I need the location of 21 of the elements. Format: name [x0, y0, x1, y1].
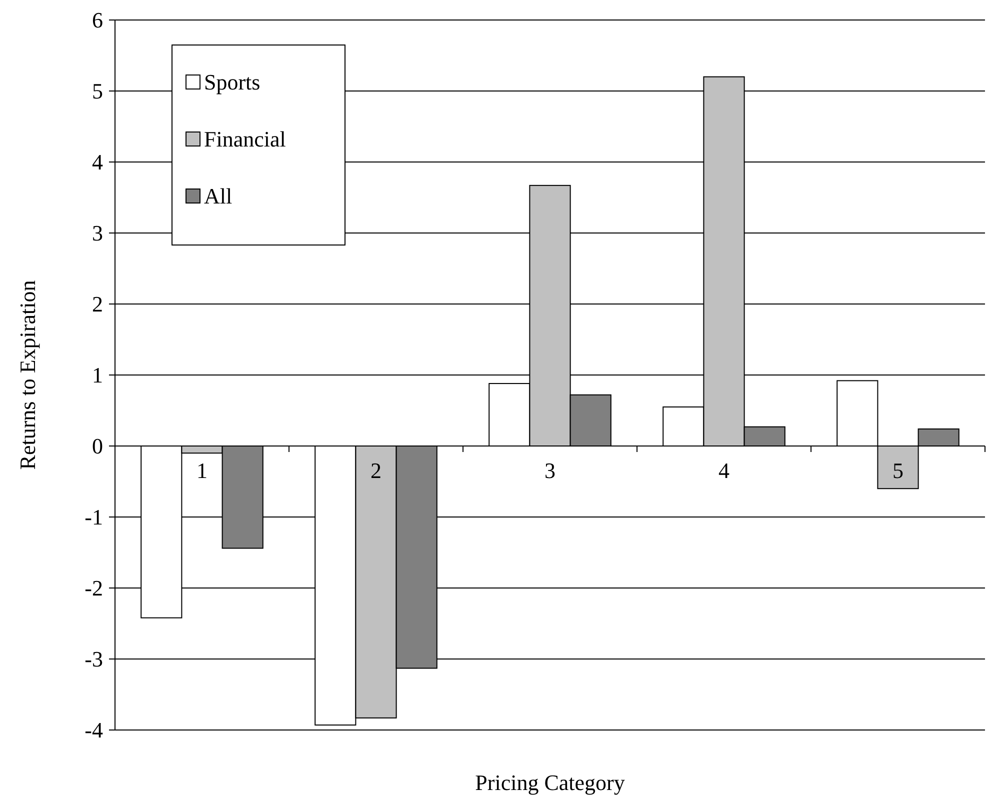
- y-tick-label: 3: [92, 220, 103, 246]
- legend-label: Sports: [204, 70, 260, 95]
- y-tick-label: 2: [92, 292, 103, 317]
- y-tick-label: -2: [84, 576, 103, 601]
- y-tick-label: 1: [92, 362, 103, 388]
- y-tick-label: -4: [84, 718, 103, 743]
- x-tick-label: 1: [196, 458, 208, 483]
- legend-label: Financial: [204, 126, 286, 152]
- legend-label: All: [204, 184, 232, 209]
- x-tick-label: 2: [370, 458, 382, 483]
- x-axis-title: Pricing Category: [475, 770, 625, 795]
- x-tick-label: 4: [718, 458, 730, 483]
- y-tick-label: 4: [92, 150, 103, 175]
- y-tick-label: 5: [92, 78, 103, 104]
- y-axis-title: Returns to Expiration: [15, 280, 40, 470]
- x-tick-label: 5: [892, 458, 904, 483]
- x-tick-label: 3: [544, 458, 556, 483]
- y-tick-label: -3: [84, 646, 103, 672]
- y-tick-label: 6: [92, 8, 103, 33]
- y-tick-label: -1: [84, 504, 103, 530]
- y-tick-label: 0: [92, 434, 103, 459]
